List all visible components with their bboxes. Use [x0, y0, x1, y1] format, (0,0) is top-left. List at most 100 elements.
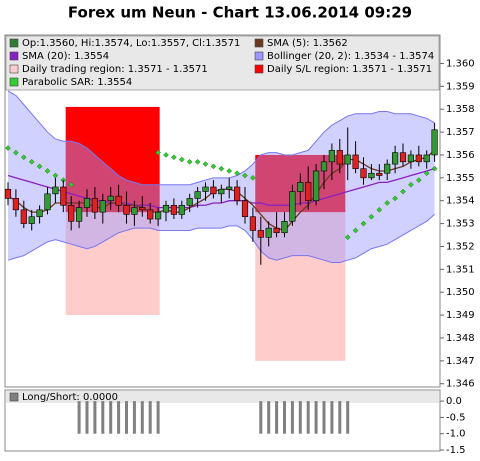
y-tick-label: 1.359	[446, 81, 475, 92]
long-short-bar	[132, 401, 136, 434]
long-short-bar	[267, 401, 271, 434]
candle-body	[391, 152, 399, 165]
y-tick-label: 1.346	[446, 379, 475, 390]
candle-body	[178, 204, 185, 215]
long-short-bar	[322, 401, 326, 434]
y-tick-label: 1.360	[446, 58, 475, 69]
y-tick-label: 1.348	[446, 333, 475, 344]
sar-point	[210, 163, 217, 170]
candle-body	[99, 200, 106, 213]
legend-swatch	[9, 392, 19, 402]
legend-swatch	[254, 51, 264, 61]
sar-point	[20, 154, 27, 161]
sar-point	[68, 181, 75, 188]
long-short-bar	[330, 401, 334, 434]
sar-point	[28, 158, 35, 165]
long-short-bar	[275, 401, 279, 434]
candle-body	[399, 152, 407, 163]
sar-point	[368, 213, 375, 220]
sar-point	[352, 227, 359, 234]
legend-swatch	[254, 38, 264, 48]
candle-body	[257, 230, 264, 238]
legend-swatch	[9, 51, 19, 61]
candle-body	[4, 188, 12, 199]
sar-point	[194, 158, 201, 165]
legend-swatch	[9, 64, 19, 74]
legend-swatch	[9, 77, 19, 87]
sar-point	[218, 165, 225, 172]
sar-point	[423, 170, 430, 177]
sar-point	[13, 149, 19, 156]
sar-point	[408, 181, 414, 188]
y-tick-label: 1.355	[446, 173, 475, 184]
candle-body	[234, 186, 241, 202]
long-short-bar	[101, 401, 105, 434]
legend-box	[6, 391, 439, 403]
sar-point	[384, 200, 391, 206]
candle-body	[68, 204, 75, 222]
candle-body	[147, 209, 154, 220]
candle-body	[83, 198, 91, 208]
sar-point	[242, 172, 248, 179]
candle-body	[241, 200, 249, 218]
candle-body	[336, 150, 343, 165]
candle-body	[352, 154, 359, 169]
sar-point	[44, 168, 51, 174]
legend-label: Bollinger (20, 2): 1.3534 - 1.3574	[267, 51, 434, 62]
long-short-bar	[338, 401, 342, 434]
legend-label: Op:1.3560, Hi:1.3574, Lo:1.3557, Cl:1.35…	[22, 38, 240, 49]
candle-body	[226, 186, 233, 190]
candle-body	[297, 182, 304, 192]
sar-point	[415, 177, 422, 183]
candle-body	[91, 198, 98, 213]
y-tick-label: 1.347	[446, 356, 475, 367]
long-short-bar	[117, 401, 121, 434]
sar-point	[202, 161, 209, 167]
legend-label: SMA (5): 1.3562	[267, 38, 348, 49]
long-short-bar	[259, 401, 263, 434]
long-short-bar	[77, 401, 81, 434]
y-tick-label: -0.5	[446, 412, 466, 423]
candle-body	[249, 216, 257, 231]
candle-body	[170, 204, 178, 215]
sar-point	[178, 156, 185, 163]
y-tick-label: 1.358	[446, 104, 475, 115]
candle-body	[407, 154, 415, 163]
legend-label: Daily trading region: 1.3571 - 1.3571	[22, 64, 208, 75]
long-short-bar	[140, 401, 144, 434]
long-short-bar	[306, 401, 310, 434]
candle-body	[76, 207, 83, 222]
candle-body	[312, 170, 320, 202]
legend-box	[5, 35, 440, 91]
long-short-bar	[290, 401, 294, 434]
candle-body	[52, 186, 59, 195]
candle-body	[344, 154, 351, 165]
candle-body	[12, 198, 20, 211]
sar-point	[344, 234, 351, 241]
y-tick-label: -1.0	[446, 429, 466, 440]
candle-body	[265, 227, 272, 238]
candle-body	[60, 186, 67, 206]
y-tick-label: 1.356	[446, 150, 475, 161]
sar-point	[376, 207, 383, 213]
y-tick-label: 1.352	[446, 241, 475, 252]
long-short-bar	[109, 401, 113, 434]
legend-label: Parabolic SAR: 1.3554	[22, 77, 132, 88]
long-short-bar	[314, 401, 318, 434]
legend-label: SMA (20): 1.3554	[22, 51, 109, 62]
candle-body	[218, 188, 225, 195]
candle-body	[123, 204, 130, 215]
candle-body	[28, 216, 35, 224]
long-short-bar	[148, 401, 152, 434]
y-tick-label: 1.350	[446, 287, 475, 298]
candle-body	[415, 154, 422, 163]
candle-body	[139, 207, 146, 211]
long-short-bar	[125, 401, 128, 434]
candle-body	[186, 198, 193, 206]
candle-body	[194, 191, 201, 199]
sar-point	[155, 149, 161, 156]
legend-swatch	[9, 38, 19, 48]
long-short-bar	[156, 401, 160, 434]
y-tick-label: 1.354	[446, 196, 475, 207]
